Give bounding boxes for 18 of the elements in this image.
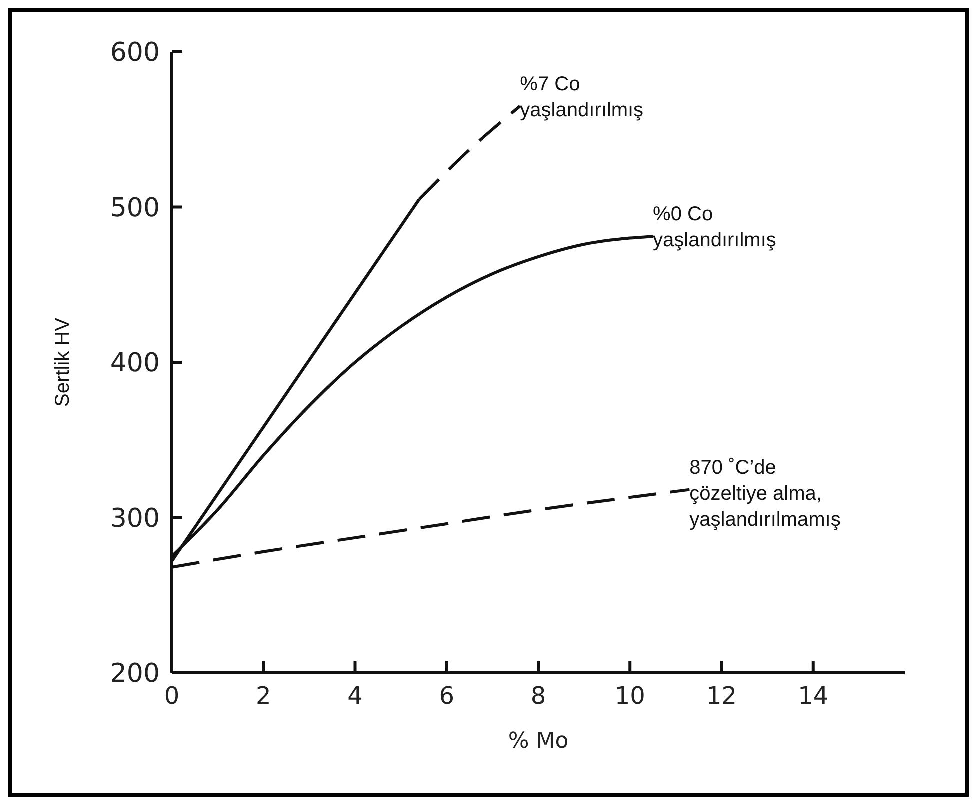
x-tick-label: 14	[798, 682, 829, 710]
y-tick-label: 500	[110, 193, 160, 224]
y-axis-title: Sertlik HV	[52, 317, 74, 407]
annotation: 870 ˚C’de çözeltiye alma, yaşlandırılmamış	[690, 456, 841, 531]
y-tick-label: 300	[110, 504, 160, 534]
annotation: %7 Co yaşlandırılmış	[520, 73, 644, 122]
x-tick-label: 2	[256, 682, 272, 710]
x-tick-label: 6	[439, 682, 455, 710]
y-tick-label: 400	[110, 348, 160, 379]
y-tick-label: 200	[110, 659, 160, 690]
x-tick-label: 4	[348, 682, 363, 710]
y-tick-label: 600	[110, 38, 160, 68]
annotation: %0 Co yaşlandırılmış	[653, 204, 776, 252]
x-tick-label: 8	[530, 682, 546, 710]
x-axis-title: % Mo	[508, 729, 569, 754]
x-tick-label: 0	[164, 682, 180, 710]
x-tick-label: 12	[706, 682, 738, 710]
x-tick-label: 10	[614, 682, 646, 710]
